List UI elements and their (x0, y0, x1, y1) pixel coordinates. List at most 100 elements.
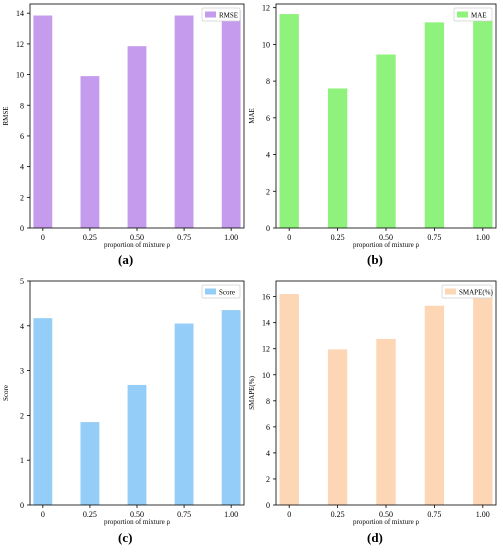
bar-c-2 (127, 384, 147, 505)
legend-label-a: RMSE (219, 12, 238, 20)
legend-label-c: Score (219, 289, 235, 297)
xtick-label-b-1: 0.25 (331, 233, 345, 242)
ytick-label-b-1: 2 (266, 187, 270, 196)
panel-c: 0 1 2 3 4 5 0 0.25 0.50 0.75 1.00 proportion of mix… (2, 277, 245, 526)
bar-b-2 (376, 54, 396, 228)
ytick-label-a-2: 4 (20, 163, 24, 172)
legend-swatch-a (205, 11, 216, 18)
ylabel-b: MAE (248, 108, 256, 124)
legend-label-d: SMAPE(%) (459, 289, 494, 297)
ytick-label-d-5: 10 (262, 371, 270, 380)
legend-swatch-c (205, 288, 216, 295)
caption-c: (c) (118, 530, 133, 545)
ytick-label-b-2: 4 (266, 151, 270, 160)
xlabel-c: proportion of mixture ρ (104, 518, 170, 526)
ytick-label-b-6: 12 (262, 4, 270, 13)
ytick-label-a-6: 12 (16, 40, 24, 49)
bar-d-4 (473, 288, 493, 505)
ytick-label-c-1: 1 (20, 456, 24, 465)
xlabel-a: proportion of mixture ρ (104, 241, 170, 249)
ytick-label-a-0: 0 (20, 224, 24, 233)
xtick-label-c-1: 0.25 (83, 510, 97, 519)
legend-box-a (201, 7, 241, 22)
ytick-label-b-4: 8 (266, 77, 270, 86)
xtick-label-d-0: 0 (287, 510, 291, 519)
xtick-label-d-3: 0.75 (427, 510, 441, 519)
xtick-label-c-4: 1.00 (224, 510, 238, 519)
bar-b-1 (327, 88, 348, 228)
xtick-label-a-3: 0.75 (177, 233, 191, 242)
legend-label-b: MAE (471, 12, 487, 20)
xtick-label-b-2: 0.50 (379, 233, 393, 242)
ytick-label-c-0: 0 (20, 501, 24, 510)
legend-swatch-b (457, 11, 468, 18)
ytick-label-a-3: 6 (20, 132, 24, 141)
xtick-label-b-0: 0 (287, 233, 291, 242)
xtick-label-a-4: 1.00 (224, 233, 238, 242)
ytick-label-a-7: 14 (16, 9, 24, 18)
legend-box-b (453, 7, 493, 22)
caption-b: (b) (367, 252, 383, 267)
xtick-label-b-3: 0.75 (427, 233, 441, 242)
bar-d-0 (279, 294, 299, 505)
xtick-label-a-2: 0.50 (130, 233, 144, 242)
xtick-label-a-1: 0.25 (83, 233, 97, 242)
bar-a-0 (33, 15, 53, 228)
bar-b-4 (473, 20, 493, 228)
ytick-label-d-6: 12 (262, 345, 270, 354)
panel-a: 0 2 4 6 8 10 12 14 0 0.25 0.50 0.75 1.00 proportion o… (2, 3, 245, 249)
ytick-label-d-0: 0 (266, 501, 270, 510)
legend-swatch-d (445, 288, 456, 295)
bar-a-1 (80, 76, 100, 228)
panel-b: 0 2 4 6 8 10 12 0 0.25 0.50 0.75 1.00 proportion of … (248, 3, 497, 249)
xtick-label-a-0: 0 (41, 233, 45, 242)
ytick-label-c-3: 3 (20, 367, 24, 376)
ytick-label-b-0: 0 (266, 224, 270, 233)
xtick-label-c-2: 0.50 (130, 510, 144, 519)
legend-box-d (441, 284, 493, 299)
bar-c-1 (80, 422, 100, 505)
ytick-label-c-5: 5 (20, 277, 24, 286)
ytick-label-d-7: 14 (262, 319, 270, 328)
xtick-label-d-1: 0.25 (331, 510, 345, 519)
xtick-label-b-4: 1.00 (476, 233, 490, 242)
ytick-label-c-4: 4 (20, 322, 24, 331)
legend-box-c (201, 284, 241, 299)
bar-a-2 (127, 46, 147, 229)
ytick-label-d-2: 4 (266, 449, 270, 458)
bar-a-4 (221, 10, 241, 228)
bar-c-0 (33, 318, 53, 505)
ytick-label-d-1: 2 (266, 475, 270, 484)
bar-d-2 (376, 338, 396, 505)
caption-a: (a) (118, 252, 134, 267)
ytick-label-b-3: 6 (266, 114, 270, 123)
xtick-label-d-2: 0.50 (379, 510, 393, 519)
caption-d: (d) (367, 530, 383, 545)
ytick-label-c-2: 2 (20, 411, 24, 420)
bar-d-3 (424, 305, 445, 505)
ytick-label-b-5: 10 (262, 40, 270, 49)
bar-a-3 (174, 15, 194, 228)
bar-c-3 (174, 323, 194, 505)
panel-d: 0 2 4 6 8 10 12 14 16 0 0.25 0.50 0.75 1.00 proportion… (248, 280, 497, 526)
xlabel-d: proportion of mixture ρ (353, 518, 419, 526)
ylabel-d: SMAPE(%) (248, 375, 256, 410)
bar-b-0 (279, 14, 299, 229)
xtick-label-c-3: 0.75 (177, 510, 191, 519)
bar-c-4 (221, 310, 241, 505)
ylabel-a: RMSE (2, 106, 10, 125)
ytick-label-a-5: 10 (16, 71, 24, 80)
xtick-label-d-4: 1.00 (476, 510, 490, 519)
xtick-label-c-0: 0 (41, 510, 45, 519)
ytick-label-a-4: 8 (20, 101, 24, 110)
ylabel-c: Score (2, 385, 10, 401)
ytick-label-d-4: 8 (266, 397, 270, 406)
ytick-label-a-1: 2 (20, 193, 24, 202)
xlabel-b: proportion of mixture ρ (353, 241, 419, 249)
ytick-label-d-3: 6 (266, 423, 270, 432)
bar-b-3 (424, 22, 445, 228)
bar-d-1 (327, 349, 348, 505)
ytick-label-d-8: 16 (262, 293, 270, 302)
